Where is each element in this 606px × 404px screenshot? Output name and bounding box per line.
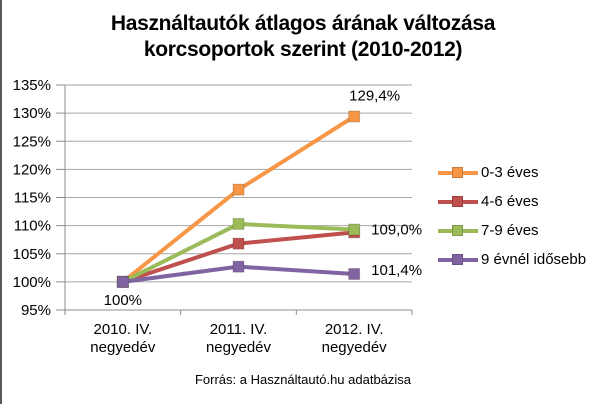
legend-series-marker-icon [438,225,478,236]
data-label: 100% [104,292,142,309]
source-note: Forrás: a Használtautó.hu adatbázisa [194,372,412,387]
legend-item-0: 0-3 éves [438,158,586,187]
legend-item-1: 4-6 éves [438,187,586,216]
y-axis-label: 100% [13,274,51,291]
x-axis-label: negyedév [90,339,156,356]
data-point-marker [348,223,361,236]
y-axis-label: 130% [13,105,51,122]
chart-title-line2: korcsoportok szerint (2010-2012) [143,38,463,61]
data-point-marker [232,237,245,250]
y-axis-label: 115% [14,190,51,207]
data-point-marker [232,260,245,273]
legend-series-marker-icon [438,254,478,265]
x-axis-label: 2011. IV. [210,321,268,338]
data-point-marker [232,183,245,196]
y-axis-label: 125% [13,133,51,150]
legend-item-label: 0-3 éves [481,164,539,181]
legend-square-icon [452,254,463,265]
legend-square-icon [452,196,463,207]
data-point-marker [232,217,245,230]
legend-item-label: 7-9 éves [481,222,539,239]
legend-item-2: 7-9 éves [438,216,586,245]
legend-square-icon [452,225,463,236]
legend-square-icon [452,167,463,178]
legend-series-marker-icon [438,196,478,207]
legend-item-label: 9 évnél idősebb [481,251,587,268]
legend: 0-3 éves 4-6 éves 7-9 éves 9 évnél idősebb [438,158,586,274]
legend-item-3: 9 évnél idősebb [438,245,586,274]
data-point-marker [348,268,361,280]
x-axis-label: negyedév [322,339,388,356]
screenshot-left-edge [0,0,2,404]
chart-title-line1: Használtautók átlagos árának változása [110,12,496,35]
data-label: 101,4% [371,262,422,279]
y-axis-label: 135% [13,77,51,94]
x-axis-label: negyedév [206,339,272,356]
x-axis-label: 2010. IV. [93,321,152,338]
x-axis-label: 2012. IV. [325,321,384,338]
legend-series-marker-icon [438,167,478,178]
legend-item-label: 4-6 éves [481,193,539,210]
y-axis-label: 95% [21,302,51,319]
data-point-marker [116,275,129,288]
data-label: 109,0% [371,222,422,239]
y-axis-label: 110% [14,218,51,235]
data-label: 129,4% [349,88,400,105]
chart-title: Használtautók átlagos árának változása k… [0,11,606,63]
data-point-marker [348,110,361,123]
y-axis-label: 105% [13,246,51,263]
y-axis-label: 120% [13,161,51,178]
